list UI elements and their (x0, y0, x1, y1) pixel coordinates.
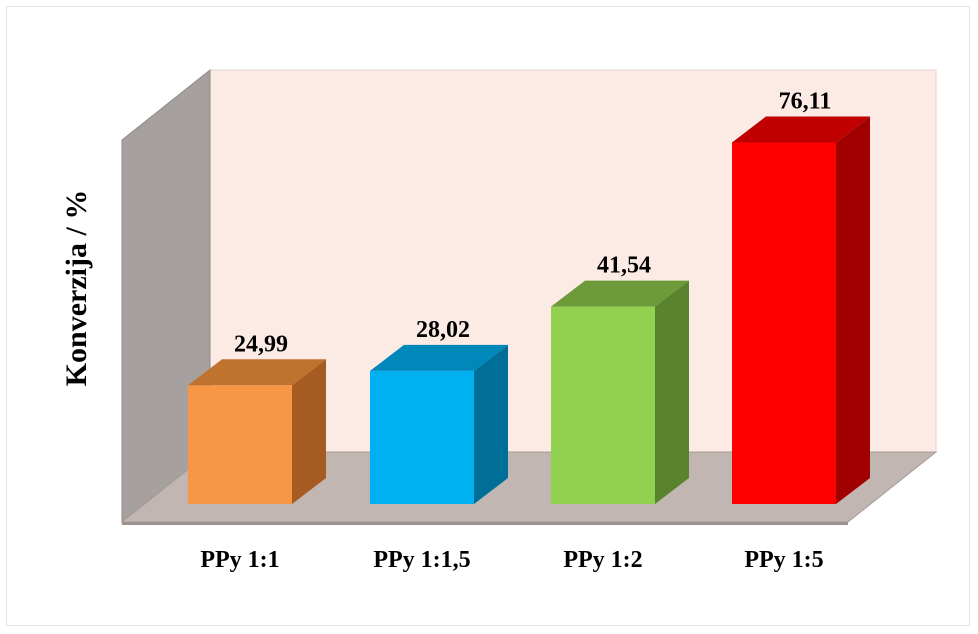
bar-side (655, 280, 689, 504)
data-label: 41,54 (597, 253, 651, 279)
category-label: PPy 1:1,5 (373, 547, 470, 573)
bar-top (551, 280, 689, 307)
bar-side (836, 116, 870, 504)
bar-1 (188, 359, 326, 504)
bar-front (551, 306, 655, 504)
data-label: 28,02 (416, 317, 470, 343)
bar-top (188, 359, 326, 386)
category-label: PPy 1:2 (563, 547, 642, 573)
bar-side (292, 359, 326, 504)
bars-group (188, 116, 870, 505)
data-label: 24,99 (234, 331, 288, 357)
bar-front (188, 385, 292, 504)
category-label: PPy 1:5 (744, 547, 823, 573)
category-label: PPy 1:1 (200, 547, 279, 573)
bar-front (732, 142, 836, 505)
bar-top (732, 116, 870, 143)
bar-front (370, 370, 474, 504)
bar-2 (370, 344, 508, 504)
bar-4 (732, 116, 870, 505)
data-labels-group: 24,99 28,02 41,54 76,11 (234, 88, 831, 357)
data-label: 76,11 (779, 88, 832, 114)
floor-edge (122, 522, 848, 525)
bar-top (370, 344, 508, 371)
bar-3 (551, 280, 689, 504)
category-labels-group: PPy 1:1 PPy 1:1,5 PPy 1:2 PPy 1:5 (200, 547, 823, 573)
y-axis-label: Konverzija / % (60, 190, 93, 387)
bar-side (474, 344, 508, 504)
